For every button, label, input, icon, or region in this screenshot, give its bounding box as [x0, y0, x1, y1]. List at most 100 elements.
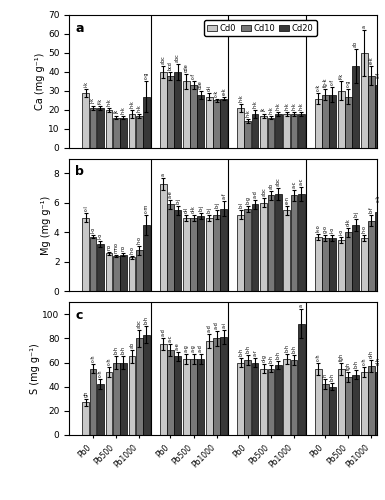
Text: b-h: b-h [245, 346, 250, 354]
Text: d-h: d-h [369, 350, 374, 358]
Text: c-f: c-f [376, 72, 381, 78]
Bar [275, 114, 281, 148]
Text: ab: ab [130, 342, 135, 348]
Text: a-d: a-d [214, 321, 219, 329]
Bar [174, 356, 181, 435]
Bar [220, 209, 227, 292]
Text: c-h: c-h [98, 370, 103, 378]
Bar [213, 100, 220, 148]
Text: h-k: h-k [299, 102, 304, 110]
Bar [97, 244, 104, 292]
Bar [90, 237, 96, 292]
Bar [338, 240, 345, 292]
Text: b-j: b-j [198, 205, 203, 211]
Text: e-n: e-n [285, 196, 290, 204]
Text: e-k: e-k [369, 56, 374, 64]
Text: fgh: fgh [339, 352, 344, 360]
Text: d-k: d-k [191, 205, 196, 212]
Bar [129, 114, 136, 148]
Text: e-k: e-k [221, 87, 226, 94]
Text: k-o: k-o [316, 224, 321, 232]
Text: h-k: h-k [291, 102, 296, 110]
Bar [322, 94, 329, 148]
Bar [160, 344, 167, 435]
Text: b: b [75, 165, 84, 178]
Bar [237, 362, 244, 435]
Bar [190, 359, 197, 435]
Text: h-k: h-k [121, 106, 126, 114]
Bar [268, 368, 275, 435]
Bar [298, 324, 305, 435]
Text: b-h: b-h [238, 348, 243, 356]
Text: mno: mno [114, 242, 119, 252]
Text: ab: ab [353, 41, 358, 47]
Bar [143, 96, 150, 148]
Text: h-k: h-k [276, 102, 281, 110]
Bar [361, 238, 368, 292]
Text: b-h: b-h [353, 360, 358, 368]
Bar [345, 96, 352, 148]
Bar [113, 118, 119, 148]
Bar [143, 225, 150, 292]
Text: h-k: h-k [107, 98, 112, 106]
Bar [237, 214, 244, 292]
Text: abc: abc [137, 319, 142, 328]
Bar [82, 218, 89, 292]
Text: c-h: c-h [107, 358, 112, 366]
Text: j-k: j-k [90, 98, 95, 104]
Text: a-r: a-r [253, 349, 258, 356]
Text: no: no [121, 245, 126, 251]
Text: c-g: c-g [144, 72, 149, 80]
Bar [97, 108, 104, 148]
Bar [105, 253, 112, 292]
Text: c-k: c-k [316, 84, 321, 91]
Text: ab: ab [268, 183, 273, 189]
Bar [113, 256, 119, 292]
Bar [206, 218, 213, 292]
Bar [260, 116, 267, 148]
Bar [338, 91, 345, 148]
Text: gh: gh [84, 390, 89, 397]
Bar [82, 402, 89, 435]
Bar [315, 368, 321, 435]
Text: c-l: c-l [84, 206, 89, 211]
Bar [213, 338, 220, 435]
Text: a-d: a-d [161, 328, 166, 336]
Text: b-g: b-g [245, 196, 250, 204]
Text: h-k: h-k [285, 102, 290, 110]
Text: h-o: h-o [362, 226, 367, 234]
Bar [160, 184, 167, 292]
Text: a-g: a-g [191, 344, 196, 352]
Bar [105, 110, 112, 148]
Text: l-o: l-o [90, 227, 95, 234]
Text: c-h: c-h [90, 354, 95, 362]
Text: jk: jk [114, 110, 119, 114]
Bar [129, 356, 136, 435]
Bar [136, 116, 142, 148]
Text: b-l: b-l [238, 202, 243, 208]
Text: d-h: d-h [376, 358, 381, 366]
Bar [361, 53, 368, 148]
Bar [136, 338, 142, 435]
Bar [275, 194, 281, 292]
Text: h-k: h-k [137, 104, 142, 112]
Text: c-m: c-m [144, 204, 149, 212]
Text: b-h: b-h [268, 355, 273, 363]
Bar [352, 66, 359, 148]
Bar [283, 210, 290, 292]
Bar [167, 350, 174, 435]
Bar [220, 337, 227, 435]
Text: cde: cde [198, 80, 203, 89]
Bar [345, 377, 352, 435]
Text: h-o: h-o [130, 246, 135, 254]
Text: abc: abc [161, 56, 166, 64]
Text: cde: cde [184, 63, 189, 72]
Text: c-k: c-k [376, 195, 381, 202]
Text: a-c: a-c [168, 335, 173, 342]
Bar [120, 254, 127, 292]
Text: c-g: c-g [346, 80, 351, 87]
Bar [315, 98, 321, 148]
Text: h-k: h-k [268, 106, 273, 114]
Bar [375, 372, 382, 435]
Text: a: a [161, 172, 166, 176]
